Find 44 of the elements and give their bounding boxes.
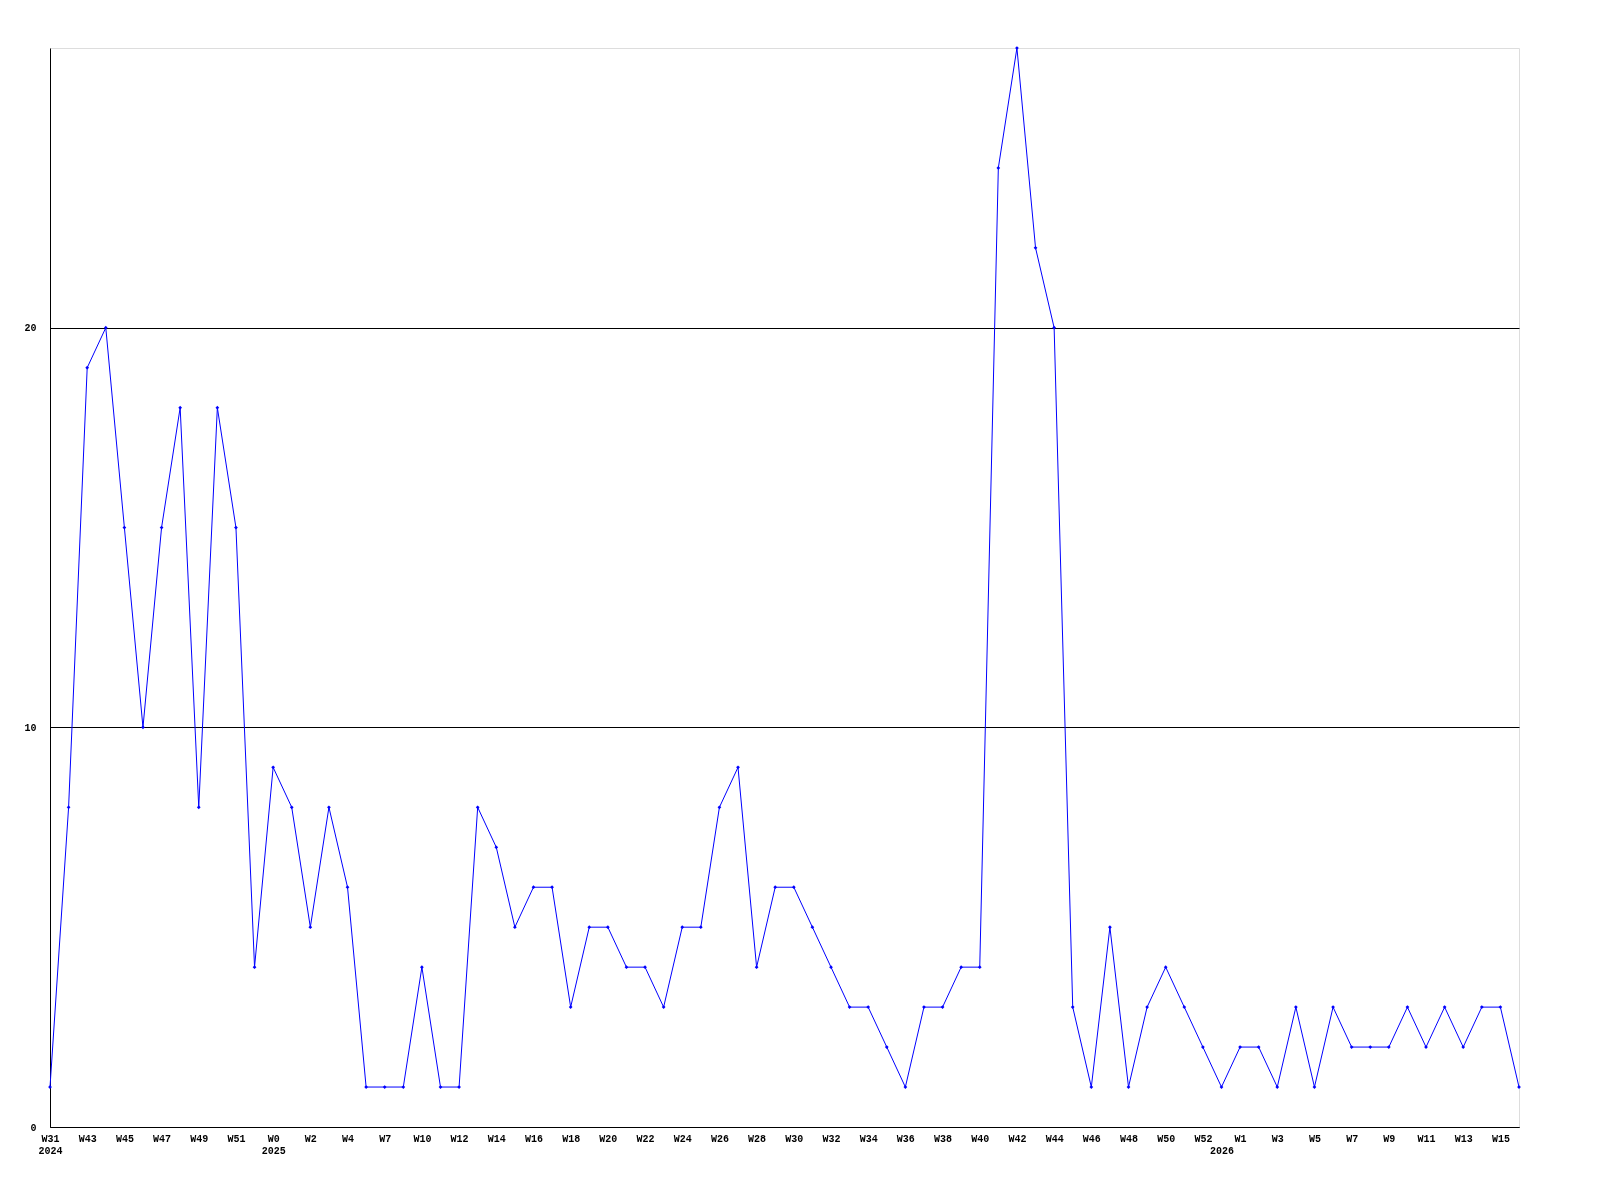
x-tick-label: W36 [896,1133,915,1145]
x-tick-label: W52 [1194,1133,1213,1145]
x-tick-label: W13 [1454,1133,1473,1145]
x-tick-label: W10 [413,1133,432,1145]
x-tick-label: W44 [1045,1133,1064,1145]
x-tick-label: W0 2025 [261,1133,286,1157]
x-tick-label: W12 [450,1133,469,1145]
x-tick-label: W51 [227,1133,246,1145]
x-tick-label: W40 [971,1133,990,1145]
y-tick-label: 0 [30,1122,37,1134]
x-tick-label: W18 [562,1133,581,1145]
x-tick-label: W22 [636,1133,655,1145]
y-tick-label: 20 [24,323,37,335]
x-tick-label: W50 [1157,1133,1176,1145]
x-tick-label: W45 [115,1133,134,1145]
x-tick-label: W32 [822,1133,841,1145]
x-tick-label: W47 [153,1133,172,1145]
x-tick-label: W4 [342,1133,355,1145]
x-tick-label: W7 [1346,1133,1359,1145]
x-tick-label: W49 [190,1133,209,1145]
x-tick-label: W42 [1008,1133,1027,1145]
x-tick-label: W30 [785,1133,804,1145]
x-tick-label: W7 [379,1133,392,1145]
x-tick-label: W43 [78,1133,97,1145]
x-tick-label: W2 [304,1133,317,1145]
x-tick-label: W9 [1383,1133,1396,1145]
x-tick-label: W34 [859,1133,878,1145]
x-tick-label: W38 [934,1133,953,1145]
x-tick-label: W1 [1234,1133,1247,1145]
x-tick-label: W5 [1308,1133,1321,1145]
x-tick-label: W16 [524,1133,543,1145]
x-tick-label: W15 [1491,1133,1510,1145]
x-tick-label: W24 [673,1133,692,1145]
x-tick-label: W20 [599,1133,618,1145]
x-tick-label: W31 2024 [38,1133,63,1157]
y-tick-label: 10 [24,722,37,734]
x-tick-label: W11 [1417,1133,1436,1145]
x-tick-label: W28 [748,1133,767,1145]
x-tick-label: W46 [1082,1133,1101,1145]
x-tick-label: 2026 [1209,1145,1234,1157]
x-tick-label: W26 [710,1133,729,1145]
x-tick-label: W3 [1271,1133,1284,1145]
x-tick-label: W14 [487,1133,506,1145]
x-tick-label: W48 [1120,1133,1139,1145]
